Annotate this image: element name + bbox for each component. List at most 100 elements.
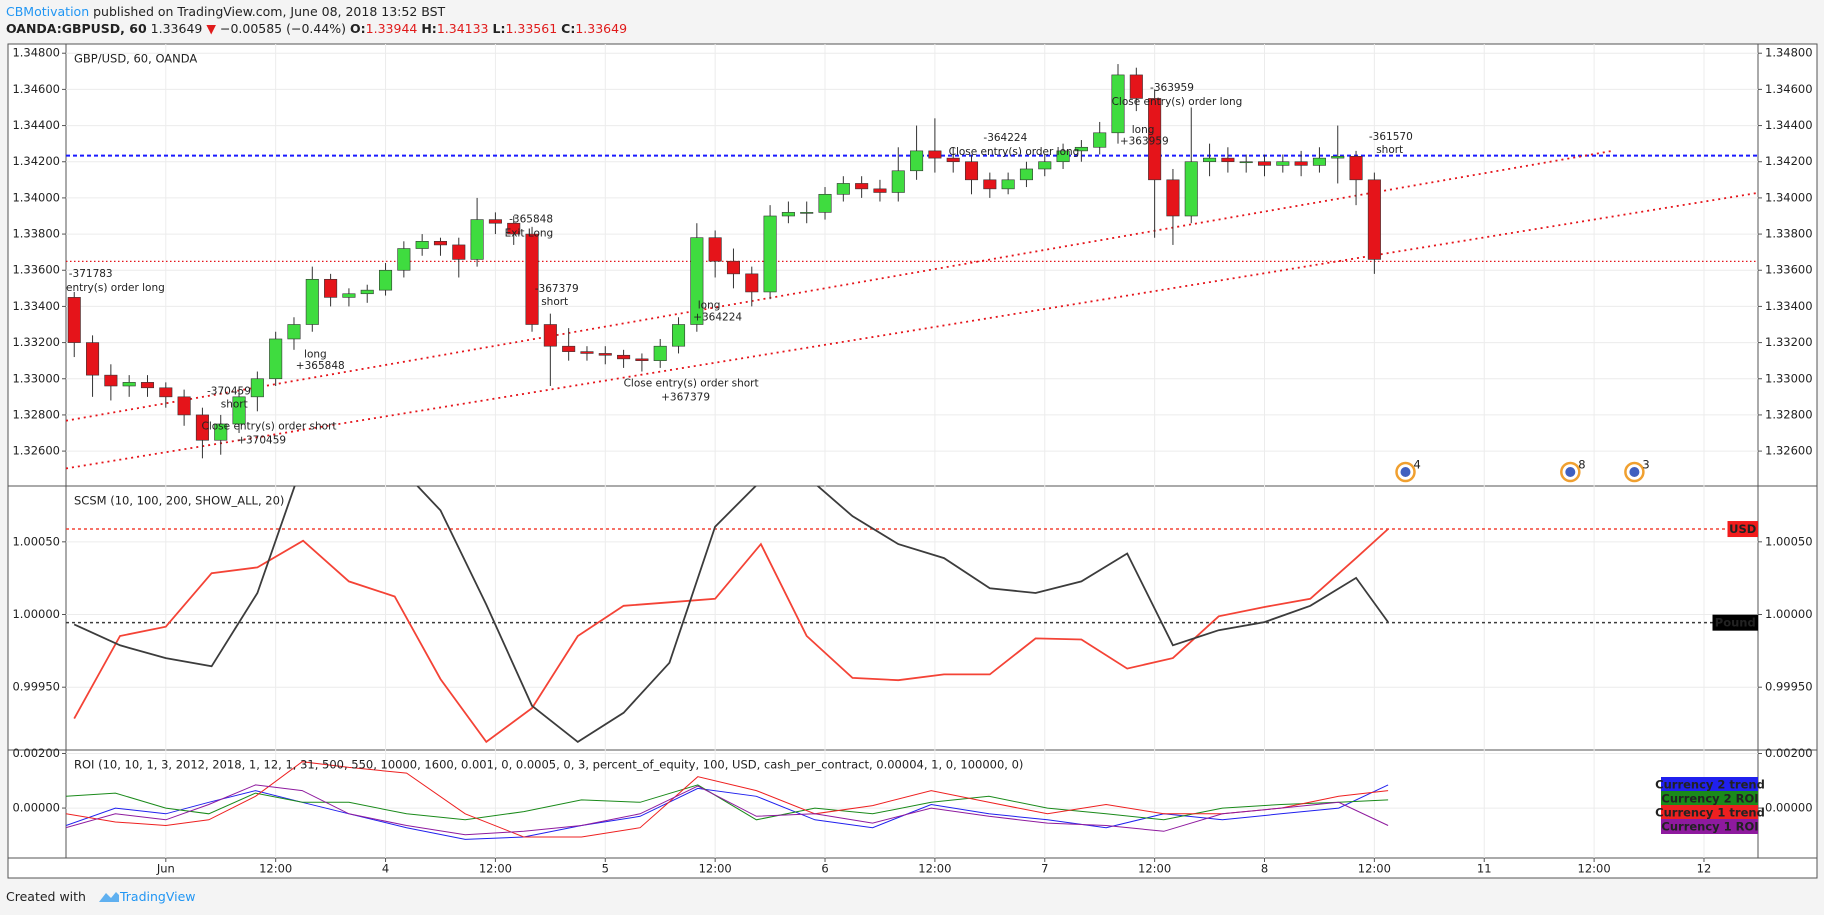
legend-box: [1661, 819, 1758, 834]
y-tick-label: 1.00000: [12, 607, 60, 621]
candle-body: [1331, 156, 1345, 159]
candle-body: [86, 342, 100, 376]
ohlc-value: 1.33561: [505, 21, 558, 36]
level-label-box: [1712, 614, 1758, 631]
trade-annotation: +370459: [237, 434, 286, 446]
ohlc-value: 1.33649: [575, 21, 628, 36]
published: published on TradingView.com, June 08, 2…: [93, 4, 446, 19]
trade-annotation: -370459: [207, 386, 251, 398]
trend-line: [66, 191, 1758, 470]
trade-annotation: long: [304, 348, 327, 360]
candle-body: [946, 157, 960, 163]
candle-body: [653, 345, 667, 361]
candle-body: [214, 423, 228, 441]
chart-frame: [7, 43, 1818, 879]
candle-body: [287, 324, 301, 340]
brand-logo: [99, 892, 119, 902]
y-tick-label: 1.34200: [12, 154, 60, 168]
brand-link[interactable]: TradingView: [119, 889, 196, 904]
candle-body: [305, 278, 319, 325]
candle-body: [177, 396, 191, 416]
trade-annotation: +364224: [693, 311, 742, 323]
candle-body: [1074, 146, 1088, 152]
candle-body: [726, 260, 740, 275]
candle-body: [525, 233, 539, 325]
candle-body: [1001, 179, 1015, 190]
y-tick-label: 1.33200: [1765, 335, 1813, 349]
candle-body: [1019, 168, 1033, 181]
candle-body: [1294, 161, 1308, 166]
last-price: 1.33649: [150, 21, 203, 36]
candle-body: [964, 161, 979, 181]
y-tick-label: 1.32800: [1765, 407, 1813, 421]
candle-body: [1148, 98, 1162, 181]
pane-title: SCSM (10, 100, 200, SHOW_ALL, 20): [74, 494, 284, 508]
candle-body: [324, 278, 338, 298]
y-tick-label: 1.33800: [1765, 227, 1813, 241]
trade-annotation: -361570: [1369, 131, 1413, 143]
candle-body: [452, 244, 466, 260]
change: −0.00585 (−0.44%): [219, 21, 347, 36]
author[interactable]: CBMotivation: [6, 4, 90, 19]
candle-body: [433, 241, 447, 246]
candle-body: [397, 248, 411, 271]
legend-label: Currency 1 trend: [1655, 806, 1765, 820]
ohlc-label: H:: [421, 21, 437, 36]
candle-body: [1367, 179, 1381, 260]
trade-annotation: +363959: [1120, 136, 1169, 148]
candle-body: [250, 378, 264, 398]
x-tick-label: 4: [382, 862, 389, 876]
x-tick-label: 6: [821, 862, 828, 876]
y-tick-label: 1.34600: [12, 82, 60, 96]
y-tick-label: 1.32600: [12, 444, 60, 458]
trade-annotation: -367379: [535, 283, 579, 295]
candle-body: [104, 374, 118, 387]
header-line: CBMotivation published on TradingView.co…: [6, 4, 445, 19]
y-tick-label: 0.99950: [1765, 680, 1813, 694]
y-tick-label: 0.00200: [1765, 746, 1813, 760]
x-tick-label: 11: [1477, 862, 1492, 876]
legend-label: Currency 2 trend: [1655, 778, 1765, 792]
candle-body: [1129, 74, 1143, 99]
candle-body: [140, 382, 155, 389]
candle-body: [836, 183, 850, 195]
candle-body: [1203, 157, 1217, 163]
trade-annotation: entry(s) order long: [66, 282, 165, 294]
candle-body: [983, 179, 997, 190]
candle-body: [781, 212, 795, 217]
candle-body: [928, 150, 942, 159]
candle-body: [1166, 179, 1180, 217]
change-arrow: ▼: [206, 21, 216, 36]
x-tick-label: 12: [1697, 862, 1712, 876]
level-label: Pound: [1715, 616, 1756, 630]
x-tick-label: 12:00: [699, 862, 732, 876]
trade-annotation: short: [221, 398, 248, 410]
x-tick-label: 12:00: [1138, 862, 1171, 876]
x-tick-label: 12:00: [1358, 862, 1391, 876]
trade-annotation: long: [1132, 124, 1155, 136]
candle-body: [159, 387, 173, 398]
series-line: [66, 761, 1389, 838]
event-flag: [1629, 467, 1640, 477]
y-tick-label: 0.99950: [12, 680, 60, 694]
y-tick-label: 1.34400: [12, 118, 60, 132]
x-tick-label: 12:00: [479, 862, 512, 876]
candle-body: [67, 297, 81, 343]
candle-body: [543, 324, 557, 347]
ohlc-value: 1.33944: [365, 21, 418, 36]
y-tick-label: 1.33400: [1765, 299, 1813, 313]
candle-body: [598, 353, 612, 356]
pane: [66, 486, 1758, 750]
y-tick-label: 1.33600: [12, 263, 60, 277]
event-flag: [1565, 467, 1576, 477]
x-tick-label: 5: [602, 862, 609, 876]
candle-body: [891, 170, 905, 193]
candle-body: [708, 237, 722, 262]
y-tick-label: 1.00050: [1765, 534, 1813, 548]
ohlc-value: 1.34133: [436, 21, 489, 36]
legend-label: Currency 1 ROI: [1661, 820, 1758, 834]
candle-body: [470, 219, 484, 260]
candle-body: [671, 324, 686, 347]
